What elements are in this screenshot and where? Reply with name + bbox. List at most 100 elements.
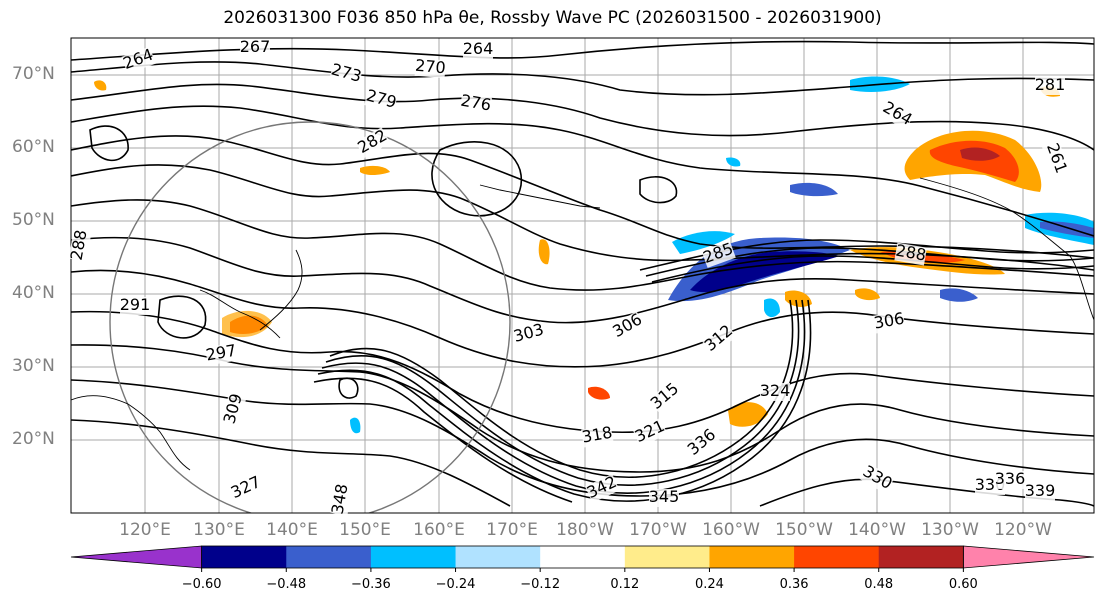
negative-anomaly-gulf — [790, 182, 838, 197]
coastlines — [71, 177, 1094, 471]
contour-label-bg — [995, 471, 1025, 489]
latitude-label: 50°N — [12, 210, 55, 230]
negative-anomaly-ne-core — [1040, 221, 1094, 238]
colorbar — [70, 545, 1095, 572]
contour-label: 291 — [120, 295, 151, 314]
colorbar-tick-label: −0.60 — [181, 577, 222, 592]
colorbar-tick-label: 0.36 — [779, 577, 809, 592]
contour-label: 267 — [240, 37, 271, 56]
positive-anomaly-sib — [360, 165, 390, 175]
contour-label-bg — [228, 473, 264, 503]
colorbar-tick-label: −0.48 — [266, 577, 307, 592]
colorbar-tick-label: −0.12 — [520, 577, 561, 592]
positive-anomaly-east-2 — [588, 386, 610, 400]
contour-label: 270 — [414, 56, 446, 78]
contour-label-bg — [414, 57, 447, 79]
contour-label-bg — [120, 297, 150, 315]
colorbar-segment — [286, 546, 372, 568]
contour-label-bg — [1042, 141, 1070, 176]
positive-anomaly-alaska-max — [960, 147, 1000, 161]
map-frame — [70, 37, 1095, 514]
colorbar-segment — [878, 546, 964, 568]
contour-label-bg — [894, 242, 928, 266]
longitude-label: 140°E — [266, 520, 318, 540]
contour-label-bg — [121, 46, 156, 74]
contour-label: 336 — [995, 469, 1026, 488]
longitude-label: 160°E — [413, 520, 465, 540]
longitude-label: 150°E — [339, 520, 391, 540]
contour-label: 339 — [1025, 481, 1056, 500]
contour-label-bg — [459, 92, 493, 116]
colorbar-tick-label: 0.12 — [610, 577, 640, 592]
positive-anomaly-subtropical — [728, 402, 768, 427]
contour-label-bg — [702, 322, 737, 356]
contour-label-bg — [221, 392, 247, 426]
negative-anomaly-east — [940, 288, 978, 302]
longitude-label: 150°W — [775, 520, 833, 540]
longitude-label: 130°W — [921, 520, 979, 540]
contour-label-bg — [648, 380, 683, 414]
contour-label-bg — [632, 417, 668, 447]
negative-anomaly-jet-edge — [672, 231, 735, 254]
positive-anomaly-alaska-core — [929, 140, 1019, 182]
negative-anomaly-small-1 — [764, 298, 780, 318]
contour-label-bg — [685, 426, 720, 460]
colorbar-tick-label: −0.24 — [435, 577, 476, 592]
contour-label-bg — [1035, 77, 1065, 95]
contour-label-bg — [68, 228, 92, 262]
colorbar-segment — [201, 546, 287, 568]
colorbar-tick-label: 0.24 — [694, 577, 724, 592]
contour-label-bg — [463, 41, 493, 59]
positive-anomaly-nw — [94, 80, 107, 91]
contour-label: 345 — [649, 487, 680, 506]
contour-label-bg — [204, 342, 238, 366]
positive-anomaly-east-1 — [785, 290, 812, 307]
positive-anomaly-japan-edge — [222, 310, 272, 338]
colorbar-tick-label: 0.48 — [864, 577, 894, 592]
colorbar-segment — [709, 546, 795, 568]
colorbar-tick-label: −0.36 — [350, 577, 391, 592]
longitude-label: 140°W — [848, 520, 906, 540]
contour-label-bg — [701, 240, 736, 268]
contour-label-bg — [329, 482, 353, 516]
longitude-label: 120°E — [119, 520, 171, 540]
colorbar-frame — [201, 545, 964, 569]
longitude-label: 130°E — [193, 520, 245, 540]
contour-label-bg — [610, 311, 646, 342]
contour-label-bg — [1025, 483, 1055, 501]
contour-label: 264 — [463, 39, 494, 58]
positive-anomaly-central — [538, 239, 550, 265]
contour-label-bg — [649, 489, 679, 507]
latitude-label: 40°N — [12, 283, 55, 303]
contour-label-bg — [240, 39, 270, 57]
contour-label: 324 — [760, 381, 791, 400]
latitude-label: 60°N — [12, 137, 55, 157]
colorbar-segment — [455, 546, 541, 568]
longitude-label: 170°E — [486, 520, 538, 540]
contour-label-bg — [364, 87, 398, 113]
latitude-label: 20°N — [12, 429, 55, 449]
contour-label-bg — [355, 127, 391, 158]
longitude-label: 180°W — [556, 520, 614, 540]
colorbar-tick-label: 0.60 — [948, 577, 978, 592]
longitude-label: 160°W — [702, 520, 760, 540]
figure-title: 2026031300 F036 850 hPa θe, Rossby Wave … — [223, 8, 882, 28]
colorbar-segment — [794, 546, 880, 568]
contour-label: 281 — [1035, 75, 1066, 94]
contour-label-bg — [329, 61, 363, 87]
latitude-label: 30°N — [12, 356, 55, 376]
colorbar-under-extension — [70, 545, 203, 569]
longitude-label: 170°W — [629, 520, 687, 540]
negative-anomaly-small-3 — [726, 157, 741, 167]
positive-anomaly-hawaii — [855, 288, 880, 301]
longitude-label: 120°W — [994, 520, 1052, 540]
contour-label-bg — [872, 310, 906, 334]
negative-anomaly-jet-core — [690, 251, 840, 293]
latitude-label: 70°N — [12, 64, 55, 84]
contour-label-bg — [760, 383, 790, 401]
contour-label-bg — [859, 463, 895, 494]
contour-label-bg — [879, 99, 915, 130]
negative-anomaly-small-2 — [350, 417, 361, 434]
colorbar-segment — [540, 546, 626, 568]
